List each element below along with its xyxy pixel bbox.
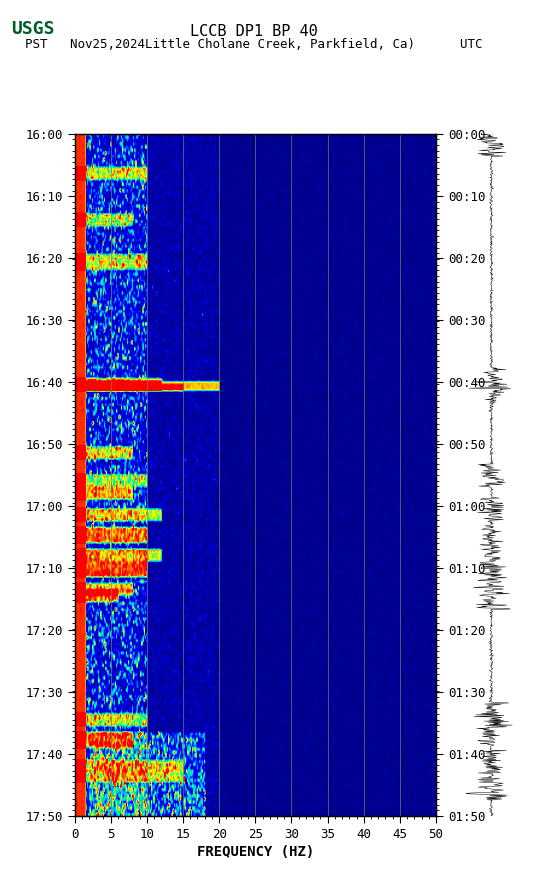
Text: USGS: USGS <box>11 20 55 37</box>
X-axis label: FREQUENCY (HZ): FREQUENCY (HZ) <box>197 845 314 859</box>
Text: PST   Nov25,2024Little Cholane Creek, Parkfield, Ca)      UTC: PST Nov25,2024Little Cholane Creek, Park… <box>25 38 482 51</box>
Text: LCCB DP1 BP 40: LCCB DP1 BP 40 <box>190 24 318 38</box>
